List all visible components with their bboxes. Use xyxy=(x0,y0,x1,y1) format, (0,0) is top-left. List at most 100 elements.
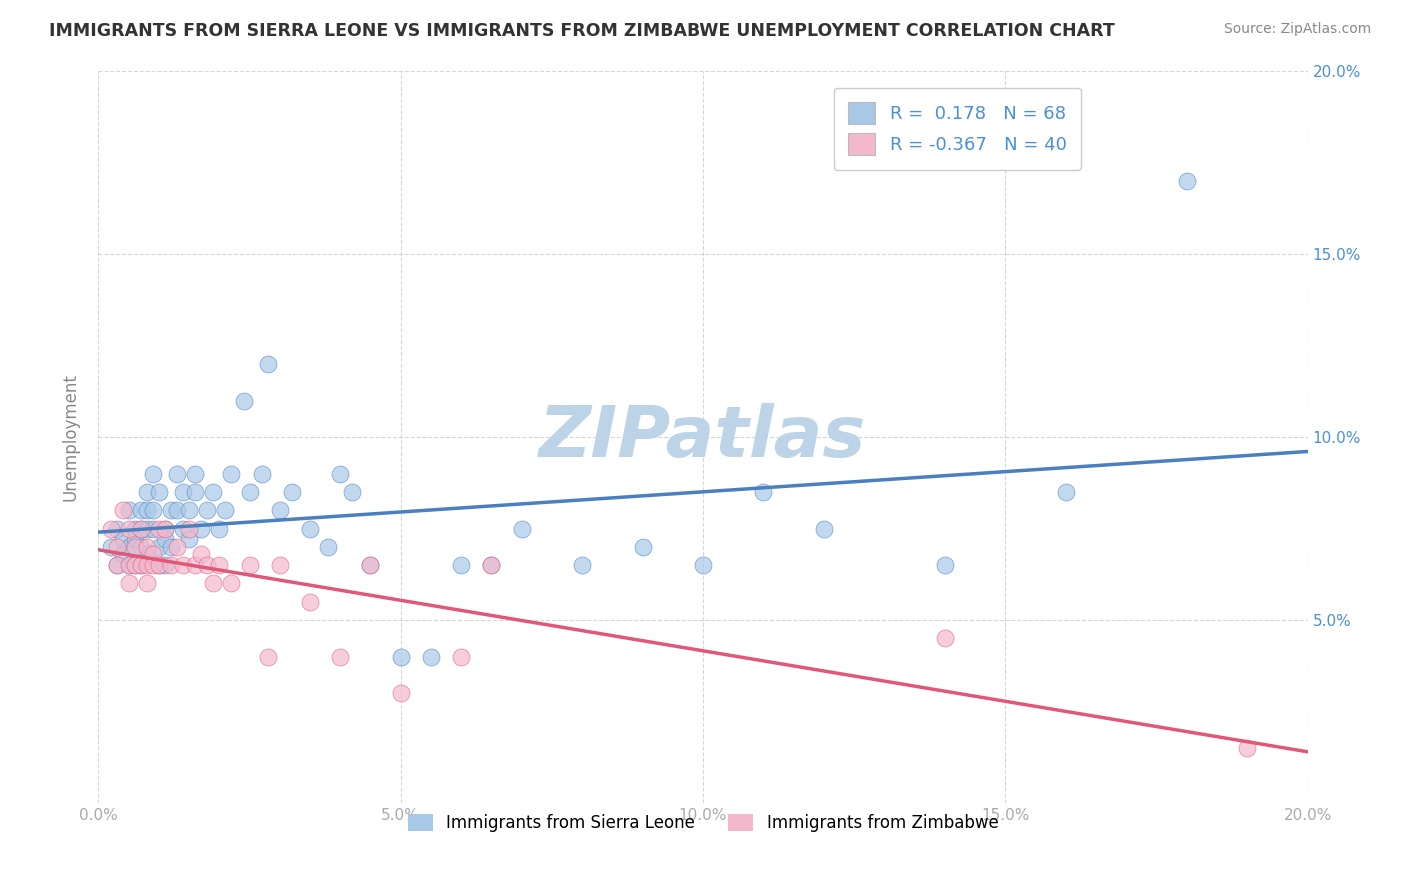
Point xyxy=(752,485,775,500)
Point xyxy=(148,540,170,554)
Point xyxy=(1054,485,1077,500)
Point xyxy=(160,558,183,573)
Point xyxy=(118,576,141,591)
Point xyxy=(148,521,170,535)
Point xyxy=(124,521,146,535)
Point xyxy=(360,558,382,573)
Point xyxy=(153,558,176,573)
Point xyxy=(129,540,152,554)
Point xyxy=(142,503,165,517)
Point xyxy=(105,540,128,554)
Point xyxy=(105,558,128,573)
Point xyxy=(450,649,472,664)
Point xyxy=(256,649,278,664)
Point xyxy=(129,521,152,535)
Text: Source: ZipAtlas.com: Source: ZipAtlas.com xyxy=(1223,22,1371,37)
Point xyxy=(269,558,291,573)
Point xyxy=(111,547,134,561)
Point xyxy=(166,503,188,517)
Point xyxy=(148,558,170,573)
Point xyxy=(934,558,956,573)
Point xyxy=(179,521,201,535)
Point xyxy=(299,594,322,608)
Point xyxy=(184,467,207,481)
Point xyxy=(118,521,141,535)
Point xyxy=(360,558,382,573)
Point xyxy=(118,558,141,573)
Point xyxy=(389,649,412,664)
Point xyxy=(221,576,243,591)
Point xyxy=(135,485,157,500)
Point xyxy=(153,521,176,535)
Point xyxy=(124,540,146,554)
Point xyxy=(420,649,443,664)
Point xyxy=(172,558,194,573)
Point xyxy=(100,521,122,535)
Point xyxy=(184,558,207,573)
Text: ZIPatlas: ZIPatlas xyxy=(540,402,866,472)
Point xyxy=(269,503,291,517)
Point xyxy=(118,558,141,573)
Point xyxy=(631,540,654,554)
Point xyxy=(316,540,339,554)
Point xyxy=(190,521,212,535)
Point xyxy=(135,558,157,573)
Point xyxy=(202,576,225,591)
Point xyxy=(299,521,322,535)
Point xyxy=(153,521,176,535)
Point xyxy=(135,521,157,535)
Point xyxy=(118,540,141,554)
Point xyxy=(148,558,170,573)
Point xyxy=(1236,740,1258,755)
Point xyxy=(329,649,352,664)
Point xyxy=(221,467,243,481)
Point xyxy=(232,393,254,408)
Point xyxy=(100,540,122,554)
Point xyxy=(142,467,165,481)
Point xyxy=(166,540,188,554)
Point xyxy=(124,558,146,573)
Point xyxy=(692,558,714,573)
Point xyxy=(329,467,352,481)
Point xyxy=(148,485,170,500)
Point xyxy=(160,503,183,517)
Point xyxy=(129,521,152,535)
Point xyxy=(124,558,146,573)
Point xyxy=(195,558,218,573)
Point xyxy=(208,558,231,573)
Point xyxy=(111,503,134,517)
Point xyxy=(250,467,273,481)
Point xyxy=(256,357,278,371)
Point xyxy=(118,503,141,517)
Point xyxy=(129,558,152,573)
Point xyxy=(124,533,146,547)
Point xyxy=(184,485,207,500)
Point xyxy=(239,485,262,500)
Point xyxy=(160,540,183,554)
Legend: Immigrants from Sierra Leone, Immigrants from Zimbabwe: Immigrants from Sierra Leone, Immigrants… xyxy=(401,807,1005,838)
Point xyxy=(190,547,212,561)
Point xyxy=(172,521,194,535)
Point xyxy=(172,485,194,500)
Point xyxy=(239,558,262,573)
Point xyxy=(195,503,218,517)
Point xyxy=(135,540,157,554)
Point xyxy=(571,558,593,573)
Point xyxy=(111,533,134,547)
Point xyxy=(202,485,225,500)
Point xyxy=(481,558,503,573)
Point xyxy=(129,558,152,573)
Point xyxy=(481,558,503,573)
Point xyxy=(129,503,152,517)
Point xyxy=(105,521,128,535)
Point xyxy=(934,632,956,646)
Point xyxy=(813,521,835,535)
Point xyxy=(142,558,165,573)
Text: IMMIGRANTS FROM SIERRA LEONE VS IMMIGRANTS FROM ZIMBABWE UNEMPLOYMENT CORRELATIO: IMMIGRANTS FROM SIERRA LEONE VS IMMIGRAN… xyxy=(49,22,1115,40)
Point xyxy=(179,503,201,517)
Point xyxy=(153,533,176,547)
Point xyxy=(179,533,201,547)
Point xyxy=(208,521,231,535)
Point xyxy=(1175,174,1198,188)
Point xyxy=(142,521,165,535)
